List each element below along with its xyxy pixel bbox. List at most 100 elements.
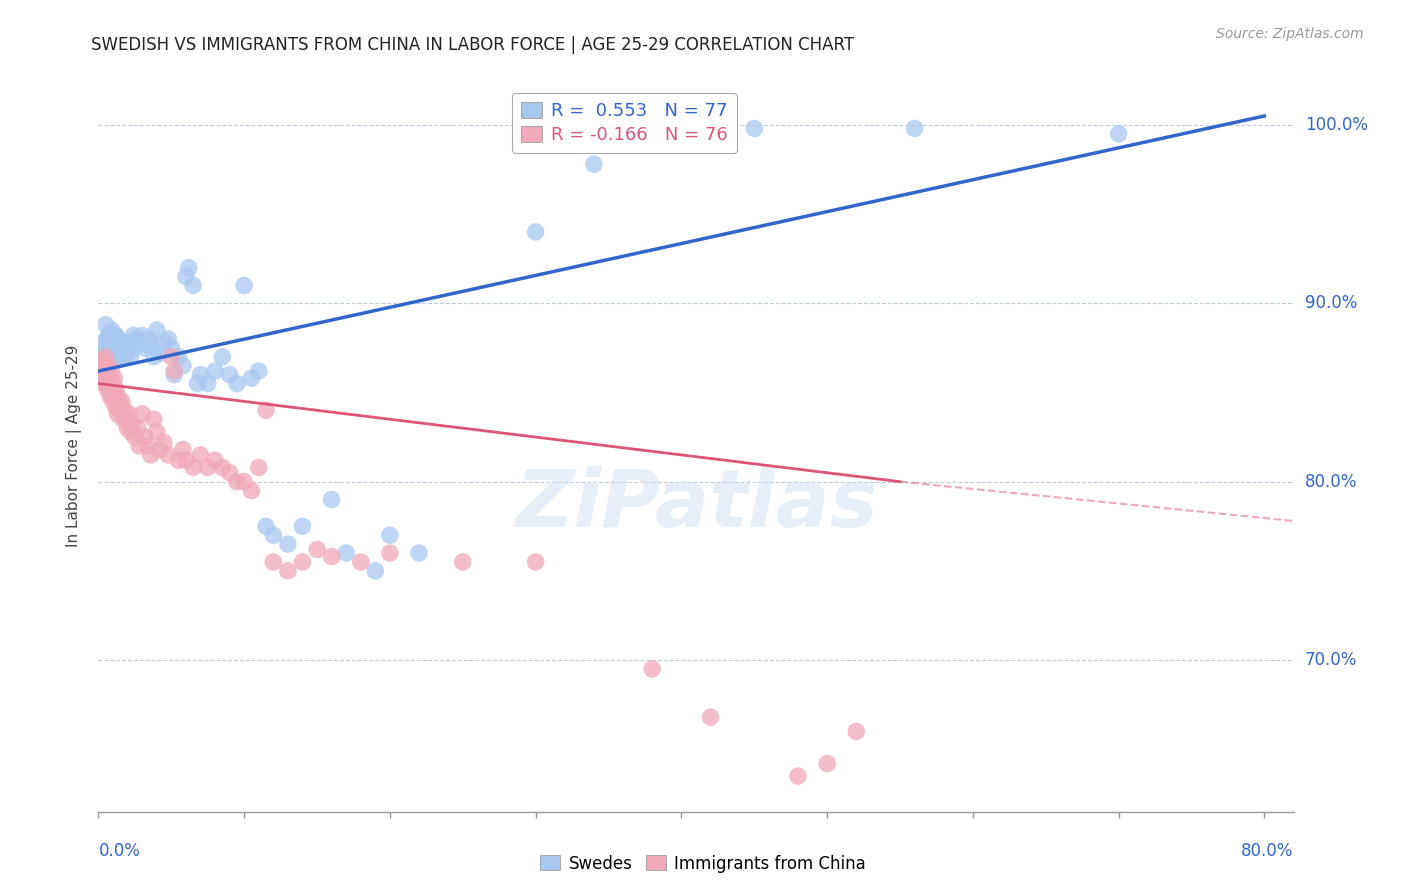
Point xyxy=(181,278,204,293)
Point xyxy=(111,346,134,360)
Point xyxy=(114,350,136,364)
Point xyxy=(110,403,132,417)
Text: 80.0%: 80.0% xyxy=(1305,473,1357,491)
Point xyxy=(321,549,343,564)
Point xyxy=(103,346,125,360)
Point xyxy=(254,519,277,533)
Point xyxy=(742,121,765,136)
Point xyxy=(98,335,121,350)
Point xyxy=(157,448,180,462)
Point xyxy=(115,335,138,350)
Point xyxy=(94,341,117,355)
Point xyxy=(100,323,122,337)
Point xyxy=(139,448,162,462)
Point xyxy=(163,364,186,378)
Point xyxy=(120,350,142,364)
Point xyxy=(136,439,159,453)
Point xyxy=(172,359,194,373)
Point xyxy=(100,341,122,355)
Point xyxy=(97,328,120,343)
Point xyxy=(115,412,138,426)
Point xyxy=(122,328,145,343)
Point xyxy=(112,341,135,355)
Point xyxy=(145,425,167,439)
Point xyxy=(96,382,118,396)
Point xyxy=(131,407,153,421)
Point xyxy=(121,335,143,350)
Point xyxy=(277,537,299,551)
Point xyxy=(96,364,118,378)
Point xyxy=(262,528,284,542)
Point xyxy=(93,364,115,378)
Point xyxy=(105,332,128,346)
Point xyxy=(94,371,117,385)
Point xyxy=(149,346,172,360)
Point xyxy=(97,376,120,391)
Point xyxy=(903,121,925,136)
Point xyxy=(186,376,208,391)
Point xyxy=(190,368,212,382)
Point xyxy=(111,394,134,409)
Point xyxy=(105,350,128,364)
Point xyxy=(97,346,120,360)
Point xyxy=(128,335,150,350)
Point xyxy=(128,439,150,453)
Point xyxy=(321,492,343,507)
Point xyxy=(451,555,474,569)
Point xyxy=(93,350,115,364)
Point xyxy=(104,341,127,355)
Point xyxy=(845,724,868,739)
Point xyxy=(524,555,547,569)
Point xyxy=(815,756,838,771)
Point xyxy=(218,466,240,480)
Point xyxy=(160,350,183,364)
Point xyxy=(118,407,141,421)
Point xyxy=(108,394,131,409)
Point xyxy=(117,346,139,360)
Point xyxy=(96,332,118,346)
Text: 90.0%: 90.0% xyxy=(1305,294,1357,312)
Point xyxy=(157,332,180,346)
Point xyxy=(277,564,299,578)
Point xyxy=(124,430,146,444)
Point xyxy=(197,460,219,475)
Text: SWEDISH VS IMMIGRANTS FROM CHINA IN LABOR FORCE | AGE 25-29 CORRELATION CHART: SWEDISH VS IMMIGRANTS FROM CHINA IN LABO… xyxy=(91,36,855,54)
Point xyxy=(225,475,247,489)
Point xyxy=(104,382,127,396)
Point xyxy=(90,364,112,378)
Point xyxy=(101,332,124,346)
Point xyxy=(408,546,430,560)
Point xyxy=(114,403,136,417)
Point xyxy=(103,371,125,385)
Point xyxy=(1108,127,1130,141)
Point xyxy=(240,371,263,385)
Point xyxy=(94,318,117,332)
Point xyxy=(378,546,401,560)
Point xyxy=(105,389,128,403)
Point xyxy=(291,555,314,569)
Point xyxy=(378,528,401,542)
Point xyxy=(101,376,124,391)
Point xyxy=(177,260,200,275)
Point xyxy=(118,341,141,355)
Point xyxy=(233,278,256,293)
Point xyxy=(108,341,131,355)
Point xyxy=(134,430,156,444)
Point xyxy=(174,269,197,284)
Point xyxy=(335,546,357,560)
Point xyxy=(127,421,149,435)
Point xyxy=(167,350,190,364)
Point xyxy=(134,341,156,355)
Point xyxy=(93,376,115,391)
Point xyxy=(139,339,162,353)
Point xyxy=(91,371,114,385)
Point xyxy=(211,350,233,364)
Point xyxy=(112,412,135,426)
Point xyxy=(120,425,142,439)
Point xyxy=(91,335,114,350)
Point xyxy=(211,460,233,475)
Point xyxy=(524,225,547,239)
Point xyxy=(204,453,226,467)
Point xyxy=(142,412,165,426)
Legend: R =  0.553   N = 77, R = -0.166   N = 76: R = 0.553 N = 77, R = -0.166 N = 76 xyxy=(512,93,737,153)
